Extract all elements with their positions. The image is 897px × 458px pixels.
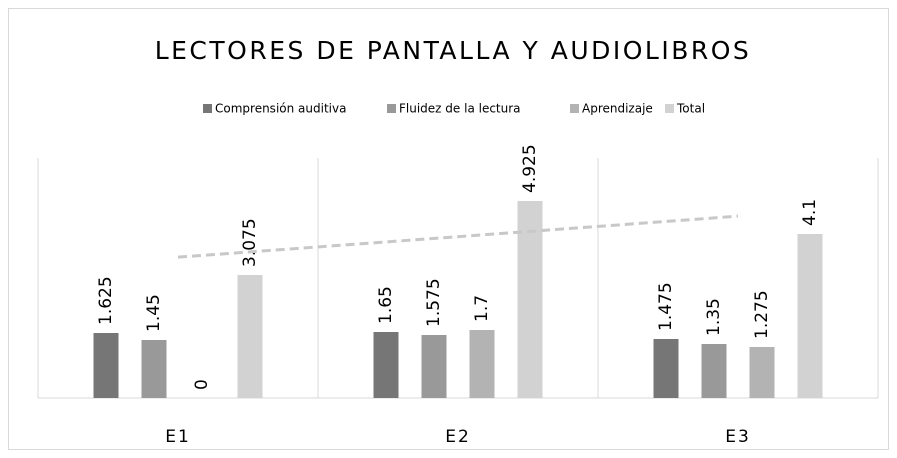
x-tick-label: E3 — [725, 427, 751, 447]
legend-swatch — [387, 104, 396, 113]
data-label: 4.925 — [520, 144, 540, 193]
data-label: 4.1 — [800, 199, 820, 226]
legend-swatch — [203, 104, 212, 113]
legend-swatch — [570, 104, 579, 113]
legend-label: Comprensión auditiva — [215, 102, 346, 116]
data-label: 1.625 — [96, 276, 116, 325]
bar — [421, 335, 447, 398]
bar — [373, 332, 399, 398]
bar — [141, 340, 167, 398]
trendline — [177, 214, 739, 259]
data-label: 1.575 — [424, 278, 444, 327]
bar — [469, 330, 495, 398]
data-label: 1.7 — [472, 295, 492, 322]
bar — [93, 333, 119, 398]
legend-label: Aprendizaje — [582, 102, 653, 116]
data-label: 1.475 — [656, 282, 676, 331]
legend-label: Total — [676, 102, 705, 116]
bar — [701, 344, 727, 398]
legend-swatch — [665, 104, 674, 113]
x-tick-label: E2 — [445, 427, 471, 447]
bar — [517, 201, 543, 398]
data-label: 1.45 — [144, 294, 164, 332]
data-label: 3.075 — [240, 218, 260, 267]
bar — [653, 339, 679, 398]
legend-label: Fluidez de la lectura — [399, 102, 521, 116]
bar — [749, 347, 775, 398]
bar — [797, 234, 823, 398]
bar — [237, 275, 263, 398]
chart-title: LECTORES DE PANTALLA Y AUDIOLIBROS — [155, 36, 752, 65]
data-label: 0 — [192, 379, 212, 390]
x-tick-label: E1 — [165, 427, 191, 447]
data-label: 1.275 — [752, 290, 772, 339]
data-label: 1.65 — [376, 286, 396, 324]
data-label: 1.35 — [704, 298, 724, 336]
